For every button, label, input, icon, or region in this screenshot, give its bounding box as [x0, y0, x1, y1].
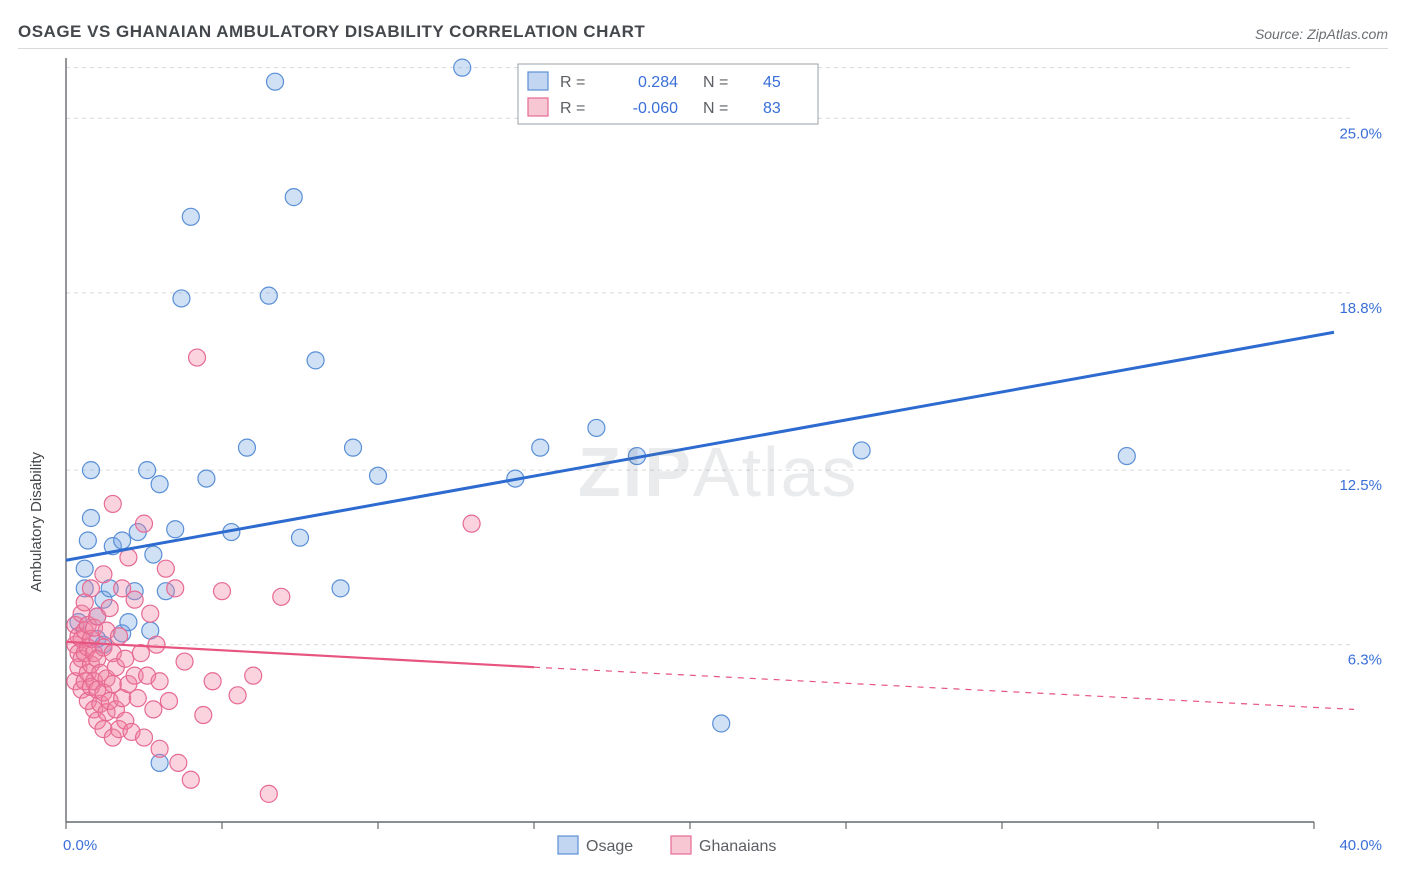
scatter-point — [273, 588, 290, 605]
scatter-point — [292, 529, 309, 546]
legend-swatch — [528, 98, 548, 116]
stats-n-value: 83 — [763, 100, 781, 117]
scatter-point — [853, 442, 870, 459]
x-tick-label: 40.0% — [1339, 837, 1382, 854]
scatter-point — [195, 707, 212, 724]
legend-swatch — [528, 72, 548, 90]
scatter-point — [204, 673, 221, 690]
scatter-point — [126, 591, 143, 608]
scatter-point — [151, 673, 168, 690]
source-attribution: Source: ZipAtlas.com — [1255, 26, 1388, 42]
scatter-point — [148, 636, 165, 653]
scatter-point — [345, 439, 362, 456]
legend-swatch — [671, 836, 691, 854]
scatter-point — [136, 729, 153, 746]
stats-r-value: -0.060 — [633, 100, 678, 117]
scatter-point — [463, 515, 480, 532]
scatter-point — [267, 73, 284, 90]
scatter-point — [189, 349, 206, 366]
scatter-point — [160, 692, 177, 709]
legend-label: Osage — [586, 838, 633, 855]
scatter-point — [285, 189, 302, 206]
scatter-point — [111, 628, 128, 645]
y-tick-label: 25.0% — [1339, 125, 1382, 142]
stats-r-value: 0.284 — [638, 74, 678, 91]
scatter-point — [79, 532, 96, 549]
scatter-point — [82, 462, 99, 479]
scatter-point — [151, 476, 168, 493]
title-bar: OSAGE VS GHANAIAN AMBULATORY DISABILITY … — [18, 14, 1388, 49]
scatter-point — [101, 600, 118, 617]
scatter-point — [588, 419, 605, 436]
stats-n-label: N = — [703, 100, 728, 117]
scatter-point — [238, 439, 255, 456]
scatter-point — [157, 560, 174, 577]
scatter-point — [167, 521, 184, 538]
x-tick-label: 0.0% — [63, 837, 97, 854]
scatter-point — [82, 580, 99, 597]
y-tick-label: 6.3% — [1348, 652, 1382, 669]
scatter-point — [142, 605, 159, 622]
scatter-point — [117, 650, 134, 667]
trend-line-dashed — [534, 667, 1354, 709]
scatter-point — [139, 462, 156, 479]
scatter-point — [176, 653, 193, 670]
scatter-point — [229, 687, 246, 704]
scatter-point — [114, 532, 131, 549]
stats-r-label: R = — [560, 100, 585, 117]
stats-n-label: N = — [703, 74, 728, 91]
chart-title: OSAGE VS GHANAIAN AMBULATORY DISABILITY … — [18, 22, 645, 42]
scatter-point — [454, 59, 471, 76]
y-tick-label: 18.8% — [1339, 300, 1382, 317]
scatter-point — [713, 715, 730, 732]
scatter-point — [170, 754, 187, 771]
scatter-point — [245, 667, 262, 684]
scatter-chart: 6.3% 12.5% 18.8% 25.0% 0.0% 40.0% R = 0.284 N = 4… — [18, 52, 1388, 874]
scatter-point — [82, 510, 99, 527]
stats-r-label: R = — [560, 74, 585, 91]
y-axis-label: Ambulatory Disability — [28, 452, 45, 592]
scatter-point — [173, 290, 190, 307]
legend-label: Ghanaians — [699, 838, 776, 855]
scatter-point — [532, 439, 549, 456]
trend-line — [66, 332, 1334, 560]
scatter-point — [145, 546, 162, 563]
scatter-point — [182, 208, 199, 225]
scatter-point — [332, 580, 349, 597]
scatter-point — [129, 690, 146, 707]
scatter-point — [167, 580, 184, 597]
scatter-point — [260, 287, 277, 304]
scatter-point — [76, 560, 93, 577]
chart-container: Ambulatory Disability ZIPAtlas 6.3%12.5%… — [18, 52, 1388, 874]
scatter-point — [104, 495, 121, 512]
scatter-point — [182, 771, 199, 788]
scatter-point — [136, 515, 153, 532]
scatter-point — [151, 740, 168, 757]
scatter-point — [1118, 448, 1135, 465]
y-tick-label: 12.5% — [1339, 477, 1382, 494]
scatter-point — [307, 352, 324, 369]
stats-n-value: 45 — [763, 74, 781, 91]
legend-swatch — [558, 836, 578, 854]
scatter-point — [95, 566, 112, 583]
scatter-point — [214, 583, 231, 600]
scatter-point — [260, 785, 277, 802]
scatter-point — [198, 470, 215, 487]
scatter-point — [370, 467, 387, 484]
scatter-point — [145, 701, 162, 718]
